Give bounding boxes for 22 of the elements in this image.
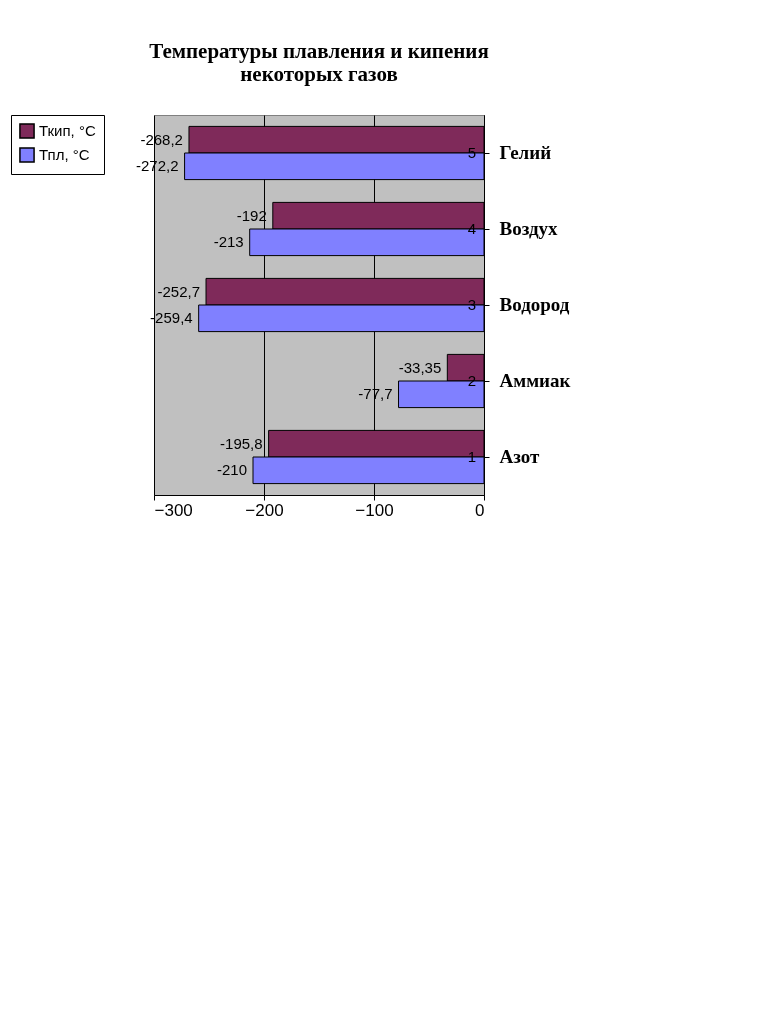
y-tick-label: Аммиак [499,370,571,391]
legend-label: Ткип, °С [39,122,96,139]
y-tick-label: Гелий [499,142,552,163]
annotation: 2 [467,372,476,389]
annotation: 5 [467,144,476,161]
x-tick-label: 0 [475,500,485,520]
x-tick-label: −100 [355,500,394,520]
y-tick-label: Водород [499,294,570,315]
data-label: -33,35 [398,358,442,376]
y-tick-label: Воздух [499,218,559,239]
y-tick-label: Азот [499,446,540,467]
data-label: -213 [213,233,244,251]
data-label: -210 [216,461,247,479]
annotation: 4 [467,220,476,237]
chart-title: Температуры плавления и кипения некоторых газов [149,38,489,86]
annotation: 3 [467,296,476,313]
annotation: 1 [467,448,476,465]
legend-label: Тпл, °С [39,146,90,163]
data-label: -195,8 [220,434,263,452]
data-label: -252,7 [157,282,201,300]
x-tick-label: −200 [245,500,284,520]
x-tick-label: −300 [154,500,193,520]
